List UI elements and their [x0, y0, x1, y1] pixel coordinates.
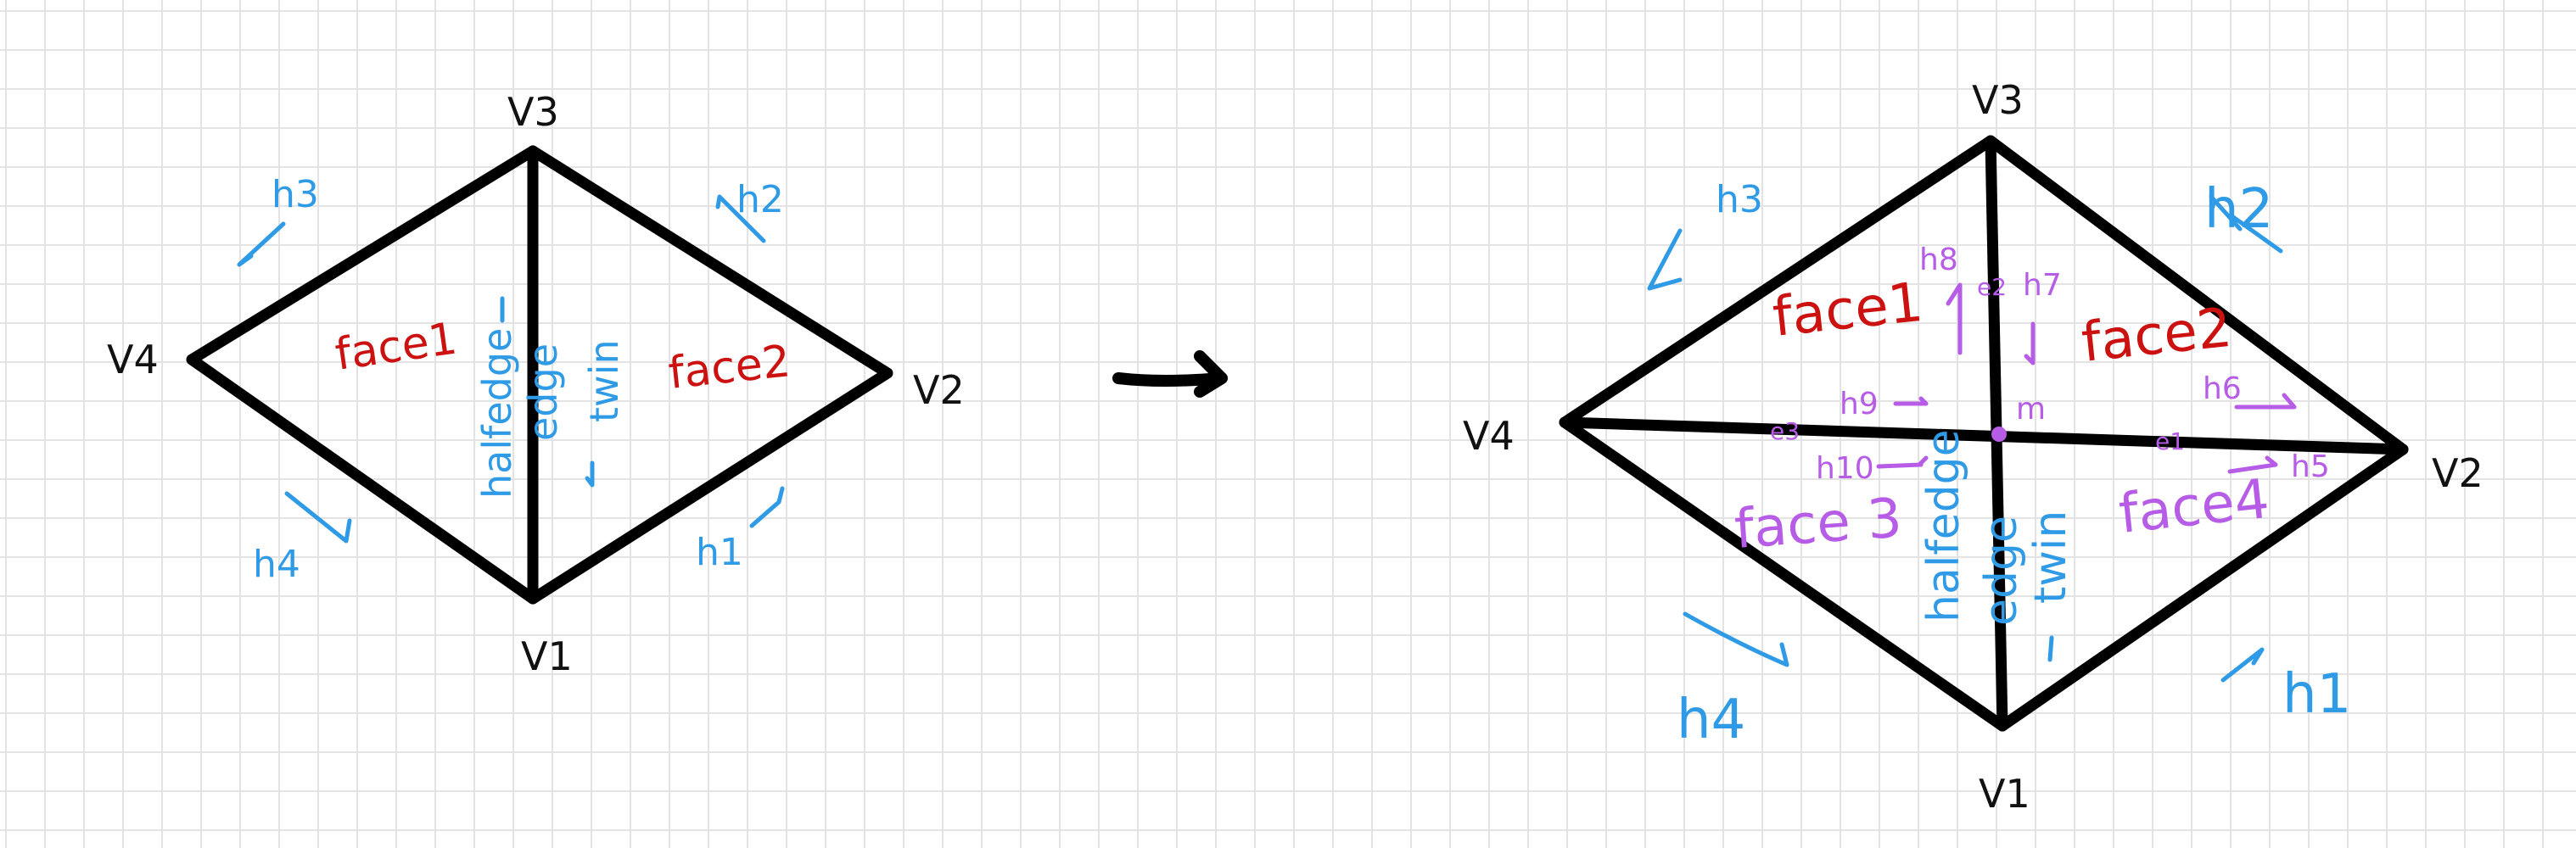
after-h5-label: h5 — [2291, 449, 2330, 484]
midpoint-m-dot — [1991, 427, 2007, 442]
transition-arrow-icon — [1112, 350, 1228, 398]
before-v3-label: V3 — [507, 89, 559, 135]
after-face3-label: face 3 — [1733, 487, 1904, 561]
after-h1-label: h1 — [2282, 663, 2351, 726]
after-m-label: m — [2016, 392, 2046, 427]
h3-arrow-icon — [237, 221, 286, 267]
after-h3-label: h3 — [1716, 178, 1763, 221]
h8-arrow-icon — [1946, 282, 1963, 355]
after-h10-label: h10 — [1816, 451, 1874, 486]
after-h2-label: h2 — [2204, 178, 2273, 241]
h5-arrow-icon — [2227, 455, 2278, 474]
after-v2-label: V2 — [2432, 450, 2484, 496]
h4-arrow-icon — [284, 491, 352, 544]
before-twin-label: twin — [581, 339, 627, 422]
before-diagram: V3 V2 V4 V1 face1 face2 h3 h2 h4 h1 half… — [107, 89, 965, 679]
after-h6-label: h6 — [2203, 371, 2242, 406]
after-h8-label: h8 — [1919, 243, 1958, 277]
after-h4-arrow-icon — [1683, 611, 1789, 667]
before-edge-label: edge — [520, 343, 566, 441]
after-v1-label: V1 — [1979, 771, 2030, 817]
after-h1-arrow-icon — [2220, 647, 2265, 683]
h1-arrow-icon — [749, 486, 785, 528]
before-v1-label: V1 — [521, 633, 573, 679]
after-h7-label: h7 — [2023, 268, 2062, 303]
after-horizontal-edge — [1559, 416, 2409, 455]
after-v4-label: V4 — [1463, 413, 1515, 459]
before-halfedge-label: halfedge — [474, 328, 520, 499]
h9-arrow-icon — [1893, 396, 1929, 406]
before-h3-label: h3 — [272, 173, 319, 216]
after-face1-label: face1 — [1770, 271, 1926, 349]
h7-arrow-icon — [2024, 321, 2036, 365]
after-e3-label: e3 — [1770, 417, 1800, 445]
after-edge-label: edge — [1976, 516, 2027, 626]
after-face2-label: face2 — [2079, 297, 2235, 375]
twin-arrow-icon — [585, 460, 595, 488]
after-e1-label: e1 — [2155, 427, 2185, 455]
after-h9-label: h9 — [1840, 387, 1879, 421]
after-twin-label: twin — [2025, 510, 2076, 604]
before-face2-label: face2 — [666, 336, 792, 399]
before-h1-label: h1 — [696, 531, 743, 574]
after-h2-arrow-icon — [2209, 194, 2283, 254]
after-h3-arrow-icon — [1647, 228, 1683, 291]
before-h2-label: h2 — [736, 178, 784, 221]
before-h4-label: h4 — [253, 543, 300, 586]
after-h4-label: h4 — [1677, 689, 1745, 751]
h6-arrow-icon — [2234, 393, 2297, 410]
after-e2-label: e2 — [1977, 273, 2007, 301]
before-face1-label: face1 — [332, 313, 460, 380]
after-twin-arrow-icon — [2047, 635, 2054, 662]
before-v4-label: V4 — [107, 337, 159, 382]
after-face4-label: face4 — [2116, 468, 2272, 546]
h10-arrow-icon — [1876, 455, 1929, 469]
h2-arrow-icon — [715, 194, 766, 243]
after-diagram: V3 V2 V4 V1 m face1 face2 face 3 face4 h… — [1463, 77, 2484, 817]
after-v3-label: V3 — [1972, 77, 2024, 123]
before-v2-label: V2 — [913, 367, 965, 413]
after-halfedge-label: halfedge — [1918, 429, 1969, 622]
